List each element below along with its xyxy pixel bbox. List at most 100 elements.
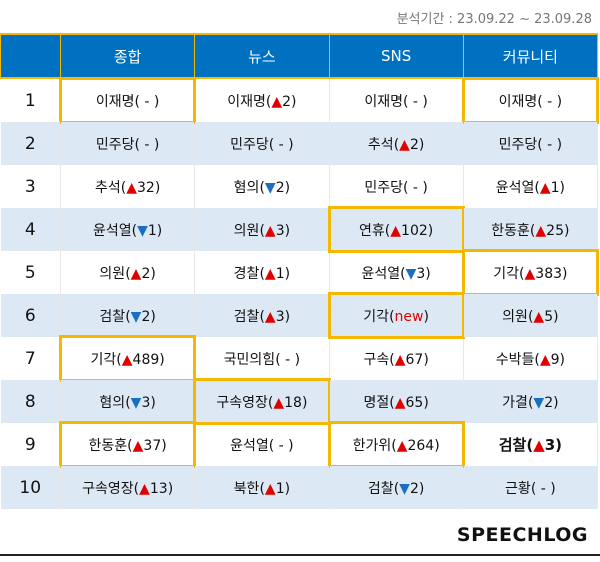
keyword-cell: 연휴(▲102): [326, 206, 465, 253]
rank-change: 2: [141, 308, 151, 325]
keyword-cell: 한동훈(▲37): [58, 421, 197, 468]
keyword: 민주당: [364, 179, 403, 196]
keyword-cell: 민주당( - ): [463, 122, 599, 165]
rank-number: 7: [0, 337, 61, 380]
keyword: 연휴: [359, 222, 385, 239]
keyword: 구속: [363, 351, 390, 368]
rank-number: 1: [0, 78, 61, 122]
rank-header: [0, 33, 61, 79]
rank-change: 3: [416, 265, 426, 282]
keyword-cell: 윤석열(▲1): [463, 165, 599, 208]
up-triangle-icon: ▲: [132, 437, 144, 454]
up-triangle-icon: ▲: [539, 351, 551, 368]
down-triangle-icon: ▼: [533, 394, 545, 411]
keyword-cell: 경찰(▲1): [194, 251, 330, 294]
keyword-cell: 검찰(▲3): [463, 423, 599, 466]
rank-number: 2: [0, 122, 61, 165]
rank-change: 383: [535, 265, 563, 282]
rank-change: 65: [405, 394, 424, 411]
rank-number: 10: [0, 466, 61, 509]
up-triangle-icon: ▲: [539, 179, 551, 196]
up-triangle-icon: ▲: [394, 351, 406, 368]
keyword-cell: 북한(▲1): [194, 466, 330, 509]
keyword-cell: 혐의(▼2): [194, 165, 330, 208]
keyword-cell: 혐의(▼3): [60, 380, 196, 423]
keyword: 기각: [363, 308, 390, 325]
keyword: 명절: [363, 394, 390, 411]
keyword: 한동훈: [491, 222, 530, 239]
column-header: SNS: [328, 33, 464, 79]
keyword: 윤석열: [361, 265, 401, 282]
rank-change: 13: [149, 480, 168, 497]
table-row: 7 기각(▲489) 국민의힘( - ) 구속(▲67) 수박들(▲9): [0, 335, 599, 382]
keyword: 검찰: [99, 308, 126, 325]
keyword: 가결: [502, 394, 528, 411]
rank-change: 3: [141, 394, 151, 411]
down-triangle-icon: ▼: [130, 308, 142, 325]
rank-number: 4: [0, 208, 61, 251]
keyword-cell: 구속(▲67): [329, 337, 464, 380]
table-row: 9 한동훈(▲37) 윤석열( - ) 한가위(▲264) 검찰(▲3): [0, 421, 599, 468]
keyword: 민주당: [498, 136, 538, 153]
rank-number: 9: [0, 423, 61, 466]
up-triangle-icon: ▲: [399, 136, 410, 153]
up-triangle-icon: ▲: [533, 308, 545, 325]
keyword-cell: 명절(▲65): [329, 380, 464, 423]
table-row: 2 민주당( - ) 민주당( - ) 추석(▲2) 민주당( - ): [0, 122, 599, 165]
down-triangle-icon: ▼: [130, 394, 142, 411]
keyword-cell: 기각(▲489): [58, 335, 197, 382]
rank-change: 264: [407, 437, 435, 454]
analysis-period: 분석기간 : 23.09.22 ~ 23.09.28: [396, 12, 592, 27]
keyword-cell: 근황( - ): [463, 466, 599, 509]
keyword: 민주당: [230, 136, 269, 153]
rank-change: 2: [282, 93, 292, 110]
rank-change: 2: [544, 394, 554, 411]
table-row: 1 이재명( - ) 이재명(▲2) 이재명( - ) 이재명( - ): [0, 76, 599, 123]
keyword: 이재명: [498, 93, 538, 110]
keyword-cell: 이재명( - ): [58, 76, 197, 123]
down-triangle-icon: ▼: [137, 222, 148, 239]
keyword: 기각: [90, 351, 117, 368]
keyword-cell: 민주당( - ): [329, 165, 464, 208]
rank-change: 3: [544, 436, 556, 454]
rank-change: 2: [275, 179, 285, 196]
keyword: 국민의힘: [223, 351, 276, 368]
keyword: 의원: [99, 265, 126, 282]
rank-change: 1: [147, 222, 157, 239]
up-triangle-icon: ▲: [264, 265, 276, 282]
table-row: 10 구속영장(▲13) 북한(▲1) 검찰(▼2) 근황( - ): [0, 466, 599, 509]
keyword-cell: 검찰(▼2): [329, 466, 464, 509]
up-triangle-icon: ▲: [264, 480, 276, 497]
up-triangle-icon: ▲: [396, 437, 408, 454]
keyword: 검찰: [367, 480, 394, 497]
keyword: 이재명: [364, 93, 403, 110]
keyword-cell: 의원(▲3): [194, 208, 330, 251]
up-triangle-icon: ▲: [390, 222, 402, 239]
new-badge: new: [394, 308, 424, 325]
keyword-cell: 윤석열(▼3): [329, 251, 464, 294]
keyword-cell: 윤석열( - ): [194, 423, 330, 466]
rank-change: 3: [275, 222, 285, 239]
rank-change: 37: [143, 437, 162, 454]
keyword-cell: 한동훈(▲25): [463, 208, 599, 251]
rank-change: 25: [546, 222, 564, 239]
keyword: 의원: [233, 222, 260, 239]
keyword-cell: 추석(▲32): [60, 165, 196, 208]
rank-change: 2: [409, 480, 419, 497]
rank-change: 1: [275, 480, 285, 497]
keyword-cell: 수박들(▲9): [463, 337, 599, 380]
rank-change: 67: [405, 351, 424, 368]
rank-change: 18: [284, 394, 302, 411]
up-triangle-icon: ▲: [273, 394, 285, 411]
rank-number: 3: [0, 165, 61, 208]
keyword-cell: 민주당( - ): [60, 122, 196, 165]
rank-change: 1: [550, 179, 560, 196]
keyword-cell: 윤석열(▼1): [60, 208, 196, 251]
keyword: 수박들: [495, 351, 535, 368]
keyword-cell: 구속영장(▲13): [60, 466, 196, 509]
keyword: 구속영장: [216, 394, 268, 411]
keyword-ranking-table: 종합 뉴스 SNS 커뮤니티 1 이재명( - ) 이재명(▲2) 이재명( - ) 이재명(…: [0, 33, 599, 509]
rank-change: 5: [544, 308, 554, 325]
up-triangle-icon: ▲: [121, 351, 133, 368]
keyword: 기각: [493, 265, 520, 282]
